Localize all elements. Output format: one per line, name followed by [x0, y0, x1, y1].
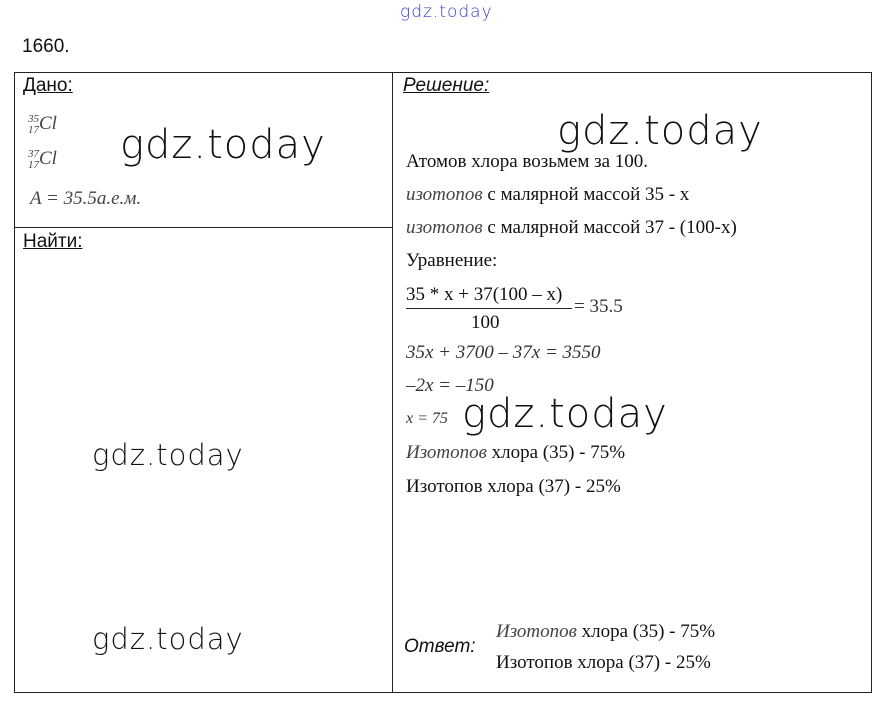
- solution-line: изотопов с малярной массой 37 - (100-x): [406, 217, 737, 239]
- solution-line: Уравнение:: [406, 250, 498, 271]
- watermark: gdz.today: [462, 391, 668, 437]
- watermark-top: gdz.today: [400, 2, 493, 22]
- text: с малярной массой 37 - (100-x): [482, 217, 737, 238]
- fraction-rhs: = 35.5: [574, 296, 623, 317]
- watermark: gdz.today: [120, 122, 326, 168]
- mass-number: 37: [28, 147, 39, 160]
- problem-number: 1660.: [22, 36, 70, 57]
- mass-number: 35: [28, 112, 39, 125]
- watermark: gdz.today: [92, 622, 244, 656]
- italic-word: изотопов: [406, 184, 483, 205]
- solution-line: изотопов с малярной массой 35 - x: [406, 184, 689, 206]
- watermark: gdz.today: [92, 438, 244, 472]
- answer-label: Ответ:: [404, 636, 476, 657]
- fraction-denominator: 100: [471, 312, 500, 333]
- solution-line: Атомов хлора возьмем за 100.: [406, 151, 649, 172]
- isotope-cl35: 35 17 Cl: [28, 113, 57, 136]
- text: хлора (35) - 75%: [576, 621, 716, 642]
- element-symbol: Cl: [39, 113, 57, 134]
- atomic-number: 17: [28, 158, 39, 171]
- answer-line: Изотопов хлора (35) - 75%: [496, 621, 715, 643]
- atomic-mass: A = 35.5а.е.м.: [30, 188, 142, 209]
- answer-line: Изотопов хлора (37) - 25%: [496, 652, 711, 673]
- find-header: Найти:: [23, 231, 83, 252]
- solution-header: Решение:: [403, 75, 490, 96]
- solution-line: x = 75: [406, 410, 448, 427]
- isotope-cl37: 37 17 Cl: [28, 148, 57, 171]
- solution-line: 35x + 3700 – 37x = 3550: [406, 342, 601, 363]
- given-header: Дано:: [23, 75, 73, 96]
- italic-word: Изотопов: [406, 442, 487, 463]
- solution-line: Изотопов хлора (35) - 75%: [406, 442, 625, 464]
- fraction-bar: [406, 308, 572, 309]
- text: хлора (35) - 75%: [486, 442, 626, 463]
- element-symbol: Cl: [39, 148, 57, 169]
- atomic-number: 17: [28, 123, 39, 136]
- solution-line: –2x = –150: [406, 375, 494, 396]
- fraction-numerator: 35 * x + 37(100 – x): [406, 284, 563, 305]
- text: с малярной массой 35 - x: [482, 184, 690, 205]
- italic-word: изотопов: [406, 217, 483, 238]
- solution-line: Изотопов хлора (37) - 25%: [406, 476, 621, 497]
- italic-word: Изотопов: [496, 621, 577, 642]
- watermark: gdz.today: [557, 108, 763, 154]
